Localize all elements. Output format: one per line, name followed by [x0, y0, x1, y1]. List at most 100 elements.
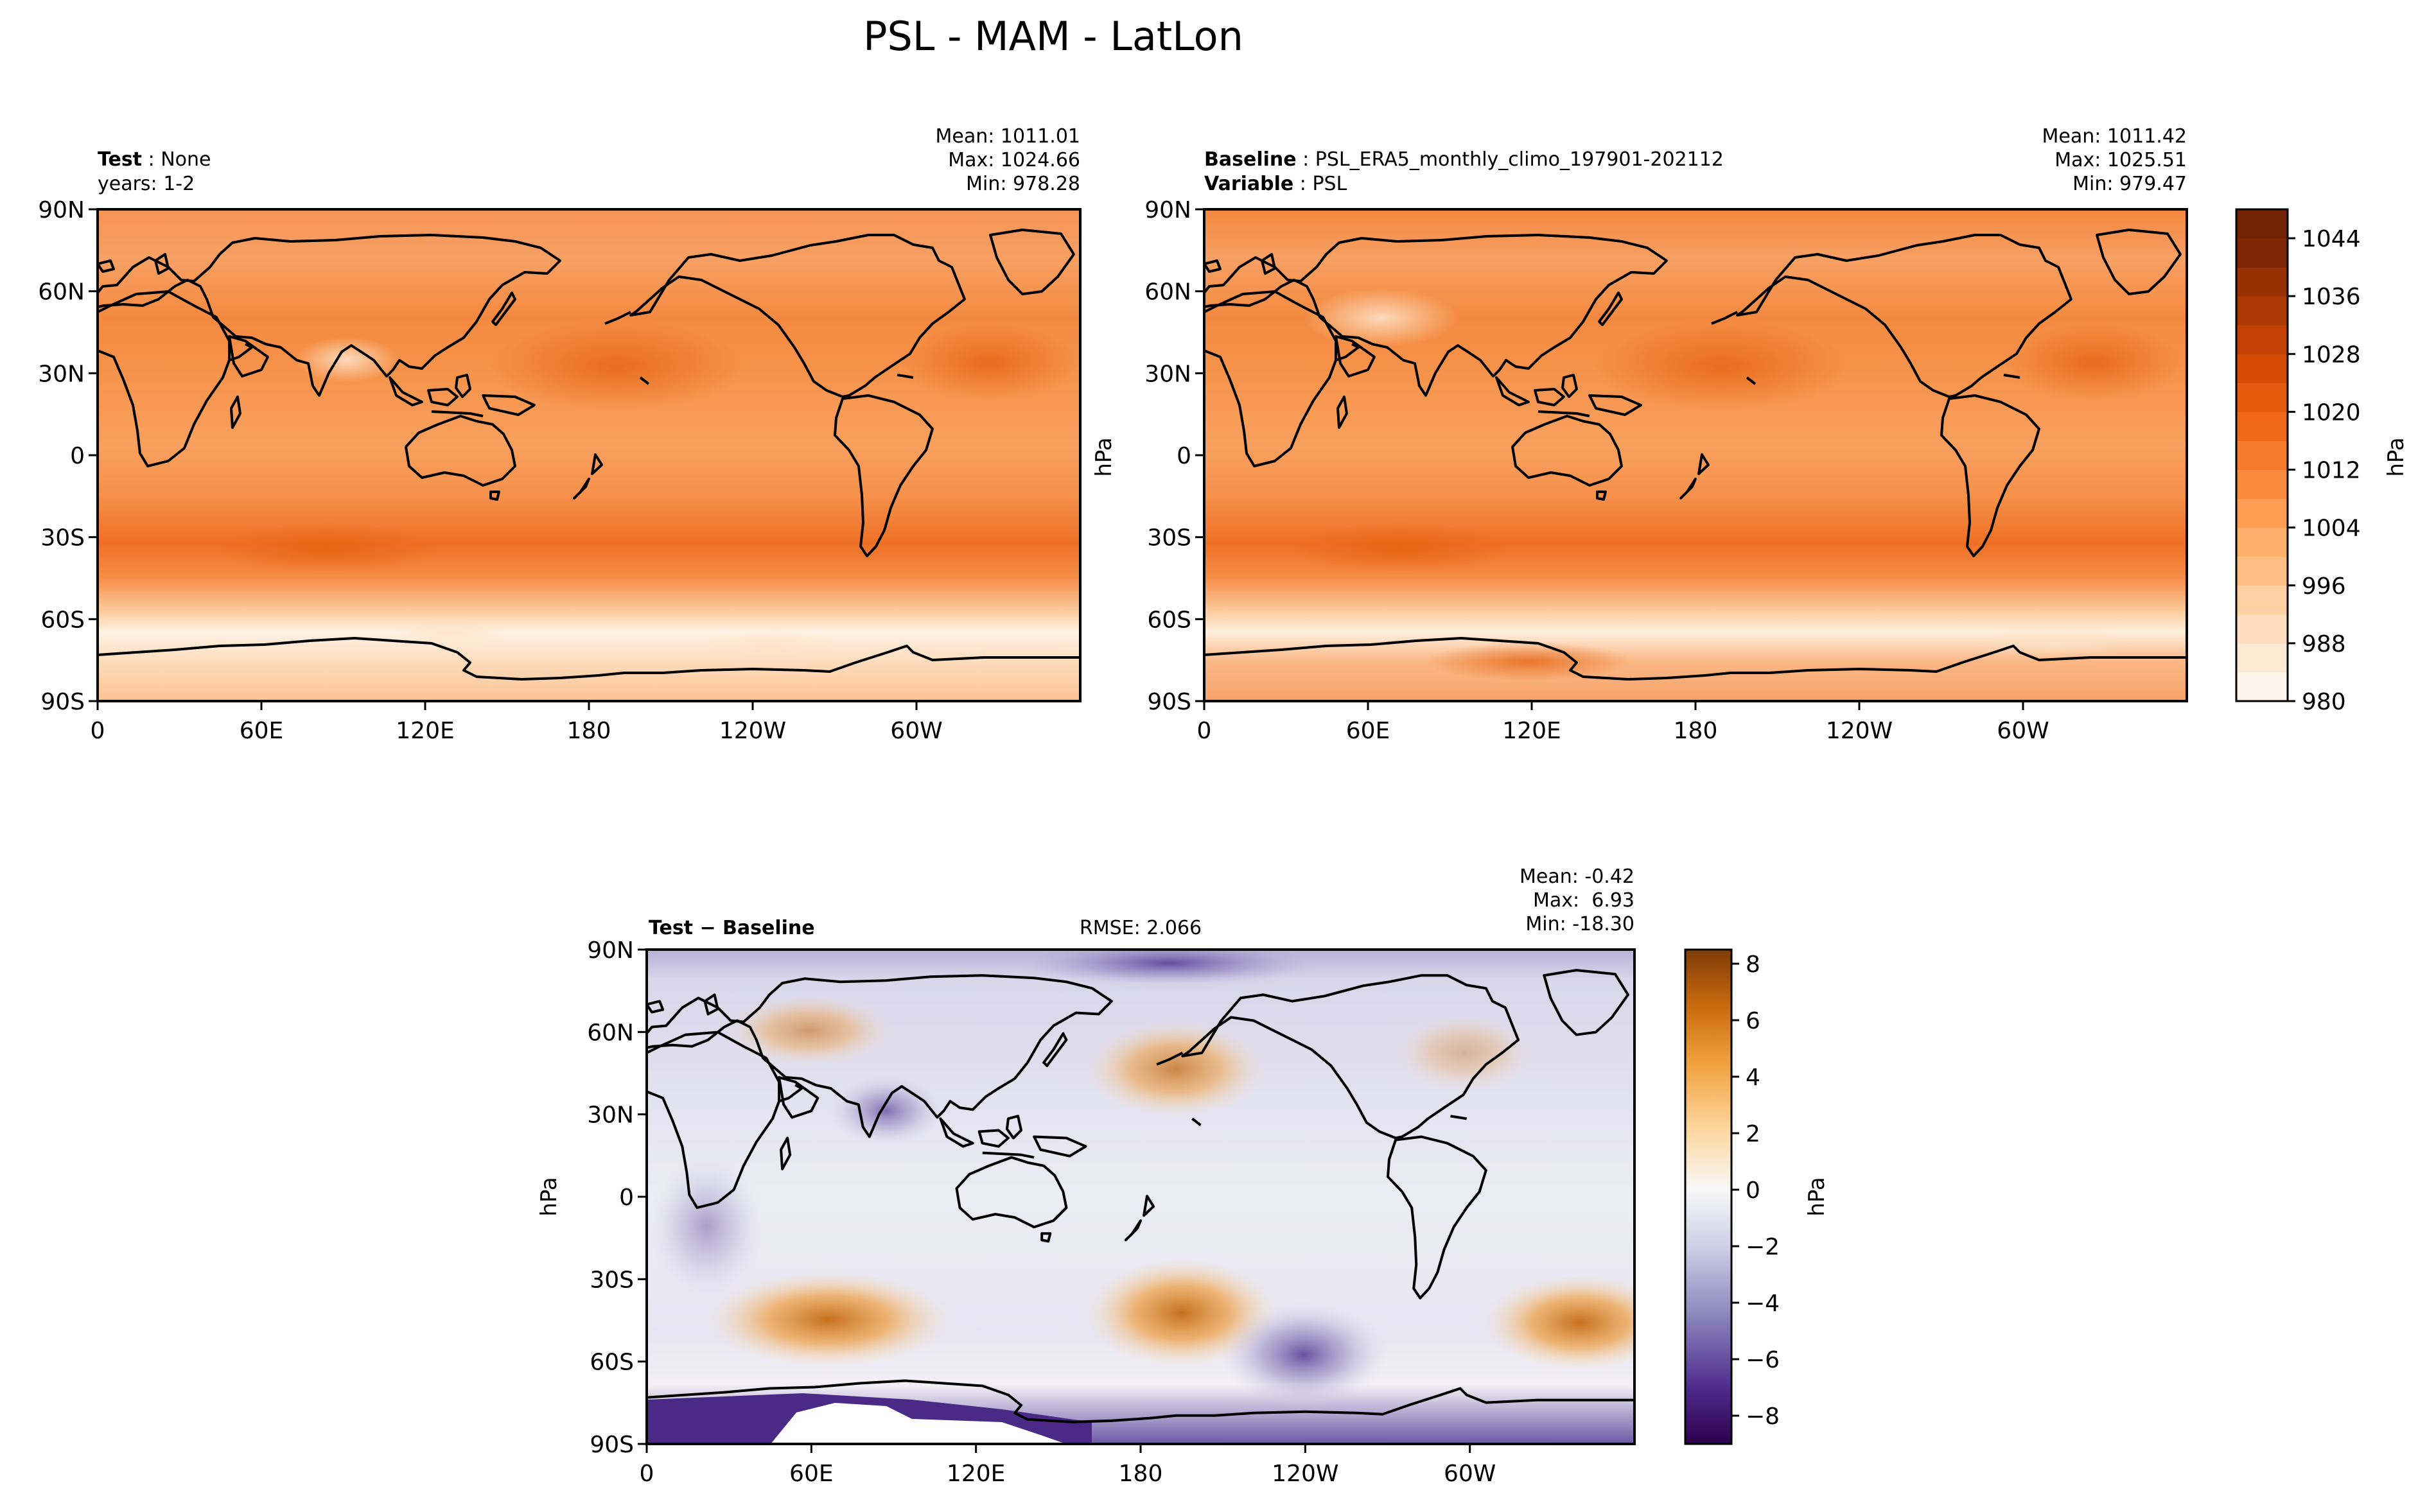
colorbar-tick-label: −8	[1746, 1403, 1780, 1430]
x-tick-label: 120E	[396, 718, 454, 744]
colorbar-band	[2236, 498, 2288, 528]
y-tick-label: 90S	[1147, 689, 1191, 715]
x-tick-label: 60W	[1444, 1461, 1496, 1487]
y-tick-label: 90N	[1144, 197, 1191, 223]
baseline-stat-mean: Mean: 1011.42	[2042, 125, 2187, 148]
colorbar-tick-label: 988	[2302, 631, 2346, 657]
colorbar-tick-label: 996	[2302, 573, 2346, 600]
colorbar-tick-label: 1036	[2302, 284, 2361, 310]
colorbar-band	[2236, 440, 2288, 471]
orange-colorbar-label: hPa	[2383, 437, 2409, 476]
y-tick-label: 60N	[1144, 279, 1191, 306]
colorbar-band	[2236, 643, 2288, 673]
difference-stat-min: Min: -18.30	[1525, 913, 1634, 935]
difference-map-field	[647, 950, 1634, 1444]
x-tick-label: 60E	[240, 718, 284, 744]
difference-rmse: RMSE: 2.066	[1080, 917, 1202, 939]
difference-stat-max: Max: 6.93	[1533, 889, 1634, 912]
y-tick-label: 90N	[587, 937, 634, 964]
y-tick-label: 60N	[38, 279, 85, 306]
x-tick-label: 60E	[1346, 718, 1390, 744]
orange-colorbar: 980 988 996 1004 1012 1020 1028 1036 1044	[2235, 208, 2361, 715]
x-tick-label: 120W	[1826, 718, 1893, 744]
colorbar-band	[2236, 209, 2288, 239]
x-tick-label: 180	[1119, 1461, 1163, 1487]
y-tick-label: 90S	[590, 1432, 634, 1458]
colorbar-tick-label: 1012	[2302, 458, 2361, 484]
test-panel: Test : None years: 1-2 Mean: 1011.01 Max…	[38, 125, 1082, 744]
colorbar-band	[2236, 469, 2288, 500]
test-stat-min: Min: 978.28	[966, 173, 1080, 195]
colorbar-tick-label: 2	[1746, 1121, 1760, 1147]
baseline-ylabel: hPa	[1091, 437, 1117, 476]
y-tick-label: 30S	[590, 1267, 634, 1293]
baseline-header-line2: Variable : PSL	[1204, 173, 1347, 195]
y-tick-label: 90N	[38, 197, 85, 223]
difference-panel: Test − Baseline RMSE: 2.066 Mean: -0.42 …	[536, 865, 1636, 1487]
y-tick-label: 90S	[40, 689, 85, 715]
colorbar-band	[2236, 614, 2288, 644]
y-tick-label: 30N	[1144, 361, 1191, 387]
baseline-map-field	[1204, 209, 2187, 701]
y-tick-label: 30N	[38, 361, 85, 387]
x-tick-label: 180	[567, 718, 611, 744]
y-tick-label: 0	[619, 1185, 634, 1211]
test-stat-mean: Mean: 1011.01	[936, 125, 1080, 148]
baseline-header-line1: Baseline : PSL_ERA5_monthly_climo_197901…	[1204, 148, 1724, 171]
colorbar-band	[2236, 412, 2288, 441]
colorbar-tick-label: −2	[1746, 1234, 1780, 1260]
colorbar-band	[2236, 238, 2288, 268]
colorbar-band	[2236, 556, 2288, 586]
test-header-line1: Test : None	[98, 148, 211, 171]
colorbar-tick-label: 0	[1746, 1177, 1760, 1204]
colorbar-band	[2236, 267, 2288, 297]
colorbar-tick-label: 1020	[2302, 399, 2361, 426]
colorbar-tick-label: 4	[1746, 1064, 1760, 1091]
figure-title: PSL - MAM - LatLon	[863, 13, 1243, 60]
colorbar-band	[2236, 672, 2288, 702]
y-tick-label: 0	[1177, 443, 1191, 469]
test-stat-max: Max: 1024.66	[948, 149, 1080, 171]
colorbar-tick-label: −4	[1746, 1290, 1780, 1317]
y-tick-label: 60S	[590, 1350, 634, 1376]
test-header-line2: years: 1-2	[98, 173, 195, 195]
y-tick-label: 30N	[587, 1102, 634, 1129]
colorbar-tick-label: 8	[1746, 952, 1760, 978]
x-tick-label: 0	[91, 718, 105, 744]
y-tick-label: 60S	[40, 607, 85, 633]
colorbar-tick-label: 1004	[2302, 516, 2361, 542]
baseline-panel: Baseline : PSL_ERA5_monthly_climo_197901…	[1091, 125, 2188, 744]
x-tick-label: 0	[1197, 718, 1212, 744]
colorbar-tick-label: 1028	[2302, 342, 2361, 368]
x-tick-label: 120E	[947, 1461, 1005, 1487]
colorbar-band	[2236, 325, 2288, 354]
y-tick-label: 30S	[1147, 525, 1191, 552]
x-tick-label: 180	[1674, 718, 1718, 744]
y-tick-label: 60S	[1147, 607, 1191, 633]
colorbar-band	[2236, 296, 2288, 326]
x-tick-label: 60W	[1997, 718, 2049, 744]
colorbar-band	[2236, 354, 2288, 383]
colorbar-band	[2236, 527, 2288, 557]
y-tick-label: 0	[70, 443, 85, 469]
difference-stat-mean: Mean: -0.42	[1520, 865, 1634, 888]
colorbar-tick-label: 1044	[2302, 226, 2361, 252]
colorbar-tick-label: −6	[1746, 1347, 1780, 1373]
x-tick-label: 60E	[789, 1461, 834, 1487]
colorbar-band	[2236, 585, 2288, 615]
x-tick-label: 120E	[1502, 718, 1561, 744]
y-tick-label: 60N	[587, 1020, 634, 1046]
x-tick-label: 120W	[1272, 1461, 1338, 1487]
y-tick-label: 30S	[40, 525, 85, 552]
test-map-field	[98, 209, 1080, 701]
x-tick-label: 60W	[890, 718, 942, 744]
colorbar-band	[2236, 383, 2288, 412]
diverging-colorbar-label: hPa	[1804, 1177, 1830, 1216]
x-tick-label: 0	[640, 1461, 654, 1487]
x-tick-label: 120W	[719, 718, 786, 744]
colorbar-gradient	[1685, 950, 1731, 1444]
colorbar-tick-label: 6	[1746, 1008, 1760, 1034]
colorbar-tick-label: 980	[2302, 689, 2346, 715]
difference-header: Test − Baseline	[649, 917, 815, 939]
